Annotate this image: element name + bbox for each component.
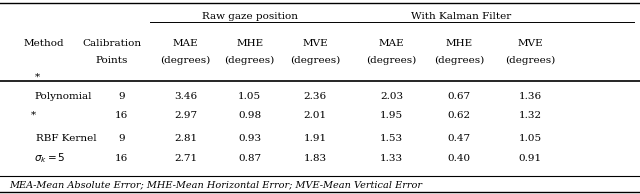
Text: Polynomial: Polynomial: [34, 92, 92, 100]
Text: 1.91: 1.91: [303, 134, 326, 143]
Text: 1.05: 1.05: [518, 134, 541, 143]
Text: 16: 16: [115, 154, 128, 163]
Text: 1.05: 1.05: [238, 92, 261, 100]
Text: 2.97: 2.97: [174, 111, 197, 120]
Text: 1.36: 1.36: [518, 92, 541, 100]
Text: MVE: MVE: [517, 39, 543, 48]
Text: 9: 9: [118, 134, 125, 143]
Text: 2.01: 2.01: [303, 111, 326, 120]
Text: MVE: MVE: [302, 39, 328, 48]
Text: (degrees): (degrees): [290, 55, 340, 65]
Text: 3.46: 3.46: [174, 92, 197, 100]
Text: 0.98: 0.98: [238, 111, 261, 120]
Text: 0.40: 0.40: [447, 154, 470, 163]
Text: (degrees): (degrees): [225, 55, 275, 65]
Text: 1.53: 1.53: [380, 134, 403, 143]
Text: MHE: MHE: [445, 39, 472, 48]
Text: RBF Kernel: RBF Kernel: [36, 134, 96, 143]
Text: MEA-Mean Absolute Error; MHE-Mean Horizontal Error; MVE-Mean Vertical Error: MEA-Mean Absolute Error; MHE-Mean Horizo…: [10, 180, 422, 189]
Text: 0.67: 0.67: [447, 92, 470, 100]
Text: 9: 9: [118, 92, 125, 100]
Text: 1.33: 1.33: [380, 154, 403, 163]
Text: 0.62: 0.62: [447, 111, 470, 120]
Text: 1.32: 1.32: [518, 111, 541, 120]
Text: *: *: [31, 111, 36, 120]
Text: MHE: MHE: [236, 39, 263, 48]
Text: $\sigma_k = 5$: $\sigma_k = 5$: [34, 151, 66, 165]
Text: 16: 16: [115, 111, 128, 120]
Text: 0.87: 0.87: [238, 154, 261, 163]
Text: 2.71: 2.71: [174, 154, 197, 163]
Text: 2.03: 2.03: [380, 92, 403, 100]
Text: 1.95: 1.95: [380, 111, 403, 120]
Text: 0.47: 0.47: [447, 134, 470, 143]
Text: MAE: MAE: [379, 39, 404, 48]
Text: MAE: MAE: [173, 39, 198, 48]
Text: With Kalman Filter: With Kalman Filter: [411, 12, 511, 21]
Text: Raw gaze position: Raw gaze position: [202, 12, 298, 21]
Text: 1.83: 1.83: [303, 154, 326, 163]
Text: Points: Points: [96, 56, 128, 65]
Text: 0.93: 0.93: [238, 134, 261, 143]
Text: (degrees): (degrees): [367, 55, 417, 65]
Text: (degrees): (degrees): [161, 55, 211, 65]
Text: 2.81: 2.81: [174, 134, 197, 143]
Text: Calibration: Calibration: [83, 39, 141, 48]
Text: Method: Method: [23, 39, 64, 48]
Text: 0.91: 0.91: [518, 154, 541, 163]
Text: *: *: [35, 73, 40, 82]
Text: (degrees): (degrees): [505, 55, 555, 65]
Text: 2.36: 2.36: [303, 92, 326, 100]
Text: (degrees): (degrees): [434, 55, 484, 65]
